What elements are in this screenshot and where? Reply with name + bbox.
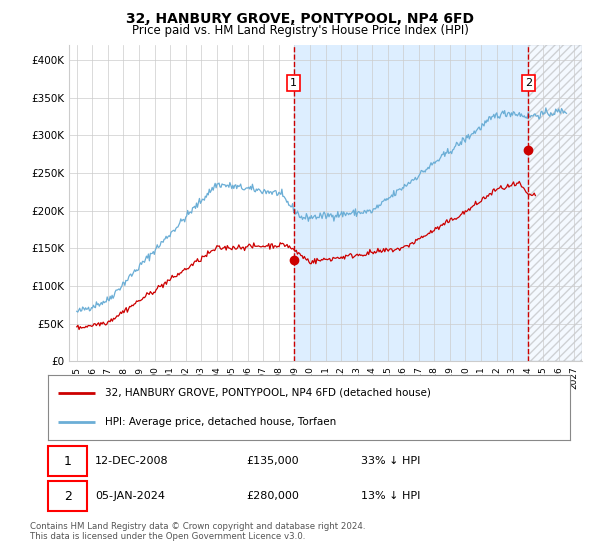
- Text: 13% ↓ HPI: 13% ↓ HPI: [361, 491, 421, 501]
- Text: £280,000: £280,000: [247, 491, 299, 501]
- Text: 32, HANBURY GROVE, PONTYPOOL, NP4 6FD: 32, HANBURY GROVE, PONTYPOOL, NP4 6FD: [126, 12, 474, 26]
- Text: Contains HM Land Registry data © Crown copyright and database right 2024.
This d: Contains HM Land Registry data © Crown c…: [30, 522, 365, 542]
- FancyBboxPatch shape: [48, 446, 87, 477]
- Text: 1: 1: [64, 455, 71, 468]
- Text: £135,000: £135,000: [247, 456, 299, 466]
- Text: 32, HANBURY GROVE, PONTYPOOL, NP4 6FD (detached house): 32, HANBURY GROVE, PONTYPOOL, NP4 6FD (d…: [106, 388, 431, 398]
- Text: 2: 2: [64, 489, 71, 502]
- Text: 2: 2: [524, 78, 532, 88]
- Text: 1: 1: [290, 78, 297, 88]
- Bar: [528, 45, 582, 361]
- Text: Price paid vs. HM Land Registry's House Price Index (HPI): Price paid vs. HM Land Registry's House …: [131, 24, 469, 36]
- Text: 12-DEC-2008: 12-DEC-2008: [95, 456, 169, 466]
- Bar: [528, 45, 582, 361]
- FancyBboxPatch shape: [48, 481, 87, 511]
- Text: 33% ↓ HPI: 33% ↓ HPI: [361, 456, 421, 466]
- Bar: [528, 45, 582, 361]
- Text: HPI: Average price, detached house, Torfaen: HPI: Average price, detached house, Torf…: [106, 417, 337, 427]
- Text: 05-JAN-2024: 05-JAN-2024: [95, 491, 165, 501]
- Bar: [293, 45, 528, 361]
